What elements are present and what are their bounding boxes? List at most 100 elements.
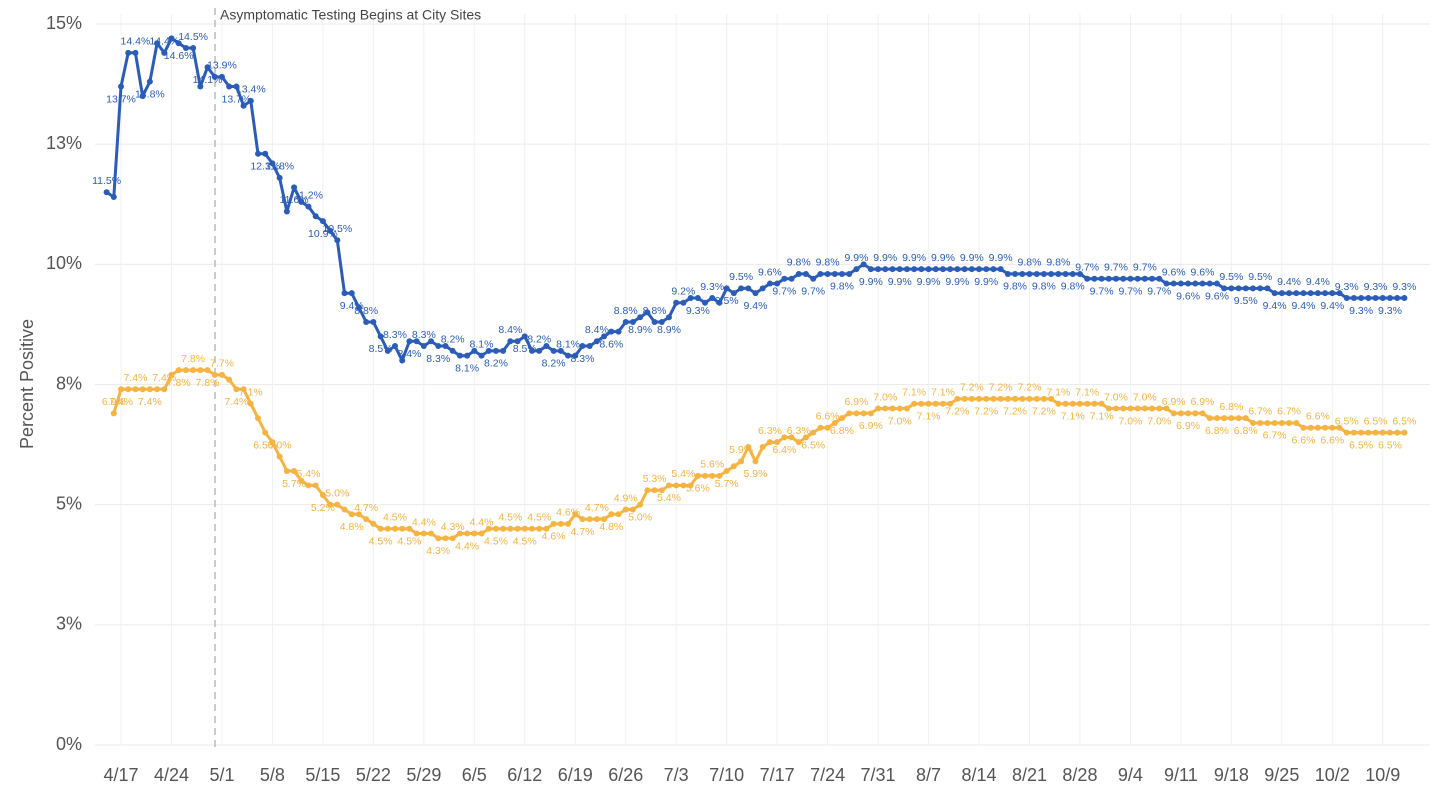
value-label: 6.5% — [1364, 415, 1388, 427]
point — [1300, 424, 1307, 431]
point — [954, 395, 961, 402]
value-label: 9.6% — [758, 266, 782, 278]
point — [1149, 275, 1156, 282]
point — [925, 400, 932, 407]
point — [471, 347, 478, 354]
y-tick-label: 13% — [46, 133, 82, 153]
value-label: 9.3% — [1378, 305, 1402, 317]
point — [990, 395, 997, 402]
value-label: 7.2% — [1018, 382, 1042, 394]
point — [939, 400, 946, 407]
x-tick-label: 10/2 — [1315, 765, 1350, 785]
value-label: 14.4% — [121, 36, 151, 48]
point — [507, 338, 514, 345]
value-label: 8.3% — [570, 353, 594, 365]
point — [694, 472, 701, 479]
point — [110, 410, 117, 417]
point — [1149, 405, 1156, 412]
value-label: 6.9% — [859, 420, 883, 432]
value-label: 9.9% — [917, 276, 941, 288]
point — [709, 294, 716, 301]
value-label: 9.3% — [700, 281, 724, 293]
point — [211, 73, 218, 80]
value-label: 9.6% — [1205, 290, 1229, 302]
grid — [95, 14, 1430, 746]
value-label: 6.6% — [816, 411, 840, 423]
point — [298, 198, 305, 205]
value-label: 13.9% — [207, 60, 237, 72]
point — [1293, 419, 1300, 426]
point — [377, 333, 384, 340]
point — [1350, 294, 1357, 301]
point — [1379, 294, 1386, 301]
point — [1221, 415, 1228, 422]
point — [528, 525, 535, 532]
point — [723, 468, 730, 475]
point — [334, 501, 341, 508]
x-tick-label: 7/3 — [664, 765, 689, 785]
value-label: 4.5% — [397, 535, 421, 547]
value-label: 9.9% — [859, 276, 883, 288]
point — [687, 482, 694, 489]
point — [118, 83, 125, 90]
point — [1091, 400, 1098, 407]
value-label: 6.5% — [801, 439, 825, 451]
point — [1012, 270, 1019, 277]
point — [1213, 415, 1220, 422]
point — [1062, 400, 1069, 407]
point — [802, 270, 809, 277]
point — [348, 511, 355, 518]
point — [932, 400, 939, 407]
point — [601, 333, 608, 340]
value-label: 7.4% — [152, 372, 176, 384]
value-label: 7.2% — [1003, 406, 1027, 418]
x-tick-label: 5/8 — [260, 765, 285, 785]
value-label: 11.2% — [294, 189, 323, 201]
value-label: 5.9% — [744, 468, 768, 480]
value-label: 9.7% — [1090, 286, 1114, 298]
value-label: 6.5% — [1392, 415, 1416, 427]
value-label: 4.4% — [455, 540, 479, 552]
point — [406, 338, 413, 345]
point — [1249, 419, 1256, 426]
value-label: 9.7% — [1104, 262, 1128, 274]
value-label: 5.0% — [628, 511, 652, 523]
value-label: 4.8% — [599, 521, 623, 533]
value-label: 6.6% — [1291, 435, 1315, 447]
point — [1365, 429, 1372, 436]
value-label: 7.8% — [181, 353, 205, 365]
point — [766, 280, 773, 287]
point — [615, 511, 622, 518]
value-label: 9.9% — [931, 252, 955, 264]
value-label: 4.9% — [614, 492, 638, 504]
point — [1192, 410, 1199, 417]
point — [442, 535, 449, 542]
point — [319, 218, 326, 225]
point — [305, 203, 312, 210]
point — [738, 285, 745, 292]
point — [118, 386, 125, 393]
point — [702, 299, 709, 306]
value-label: 9.8% — [1046, 257, 1070, 269]
point — [492, 525, 499, 532]
point — [788, 275, 795, 282]
point — [565, 352, 572, 359]
value-label: 9.9% — [844, 252, 868, 264]
value-label: 7.1% — [239, 387, 263, 399]
point — [283, 468, 290, 475]
value-label: 4.4% — [412, 516, 436, 528]
value-label: 6.5% — [1349, 439, 1373, 451]
value-label: 13.7% — [106, 93, 136, 105]
value-label: 4.5% — [484, 535, 508, 547]
point — [406, 525, 413, 532]
point — [918, 266, 925, 273]
point — [997, 266, 1004, 273]
point — [1141, 275, 1148, 282]
point — [464, 530, 471, 537]
point — [1062, 270, 1069, 277]
value-label: 14.5% — [178, 31, 208, 43]
point — [1076, 400, 1083, 407]
point — [875, 266, 882, 273]
value-label: 9.6% — [1191, 266, 1215, 278]
